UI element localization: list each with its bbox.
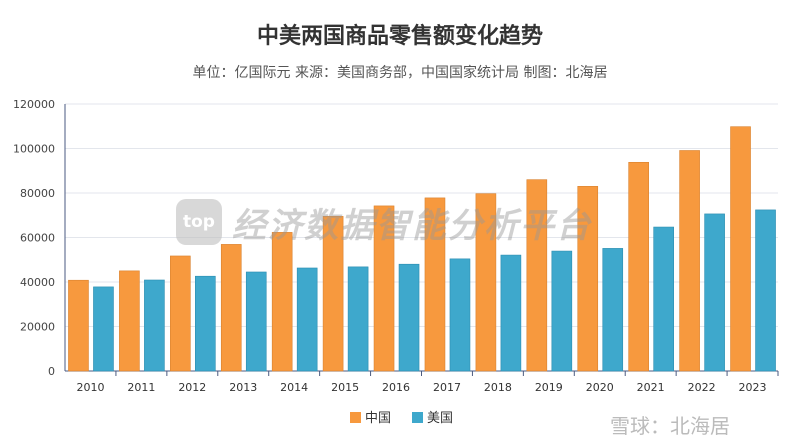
bar-us [500,254,522,372]
x-tick-label: 2021 [637,381,665,394]
y-tick-label: 20000 [20,321,55,334]
bar-us [551,250,573,372]
bar-us [347,266,369,372]
bar-china [475,193,497,372]
x-tick-label: 2016 [382,381,410,394]
bar-us [449,258,471,372]
y-tick-label: 120000 [13,98,55,111]
x-tick-label: 2012 [178,381,206,394]
legend-swatch [350,412,361,423]
bar-china [170,255,191,372]
bar-us [755,209,776,372]
bar-us [653,226,674,372]
legend-swatch [412,412,423,423]
bar-us [704,213,725,372]
x-tick-label: 2011 [127,381,155,394]
x-tick-label: 2022 [688,381,716,394]
bar-china [373,205,395,372]
chart-subtitle: 单位：亿国际元 来源：美国商务部，中国国家统计局 制图：北海居 [192,65,608,81]
x-tick-label: 2015 [331,381,359,394]
y-tick-label: 0 [48,365,55,378]
bar-us [144,279,165,372]
chart-title: 中美两国商品零售额变化趋势 [256,24,543,49]
bar-us [296,267,318,372]
x-tick-label: 2020 [586,381,614,394]
bar-us [398,263,420,372]
x-tick-label: 2019 [535,381,563,394]
bar-us [245,271,267,372]
watermark-logo: top [176,199,222,245]
x-tick-label: 2023 [739,381,767,394]
bar-china [220,244,242,372]
legend-label: 中国 [365,411,391,426]
bar-china [628,161,649,372]
legend-label: 美国 [427,411,453,426]
bar-china [679,150,700,372]
bar-china [271,232,293,372]
watermark-text: 经济数据智能分析平台 [232,206,592,246]
x-tick-label: 2014 [280,381,308,394]
y-tick-label: 80000 [20,187,55,200]
bar-china [322,216,344,372]
watermark-source: 雪球：北海居 [610,414,730,438]
y-tick-label: 100000 [13,143,55,156]
x-tick-label: 2013 [229,381,257,394]
bar-us [602,248,624,372]
bar-us [195,275,216,372]
bar-china [526,179,548,372]
bar-china [730,126,751,372]
bar-us [93,286,114,372]
x-tick-label: 2017 [433,381,461,394]
y-tick-label: 40000 [20,276,55,289]
x-tick-label: 2010 [76,381,104,394]
y-tick-label: 60000 [20,232,55,245]
bar-china [68,279,89,372]
bar-china [119,270,140,372]
bar-china [424,197,446,372]
bar-china [577,186,599,372]
x-tick-label: 2018 [484,381,512,394]
